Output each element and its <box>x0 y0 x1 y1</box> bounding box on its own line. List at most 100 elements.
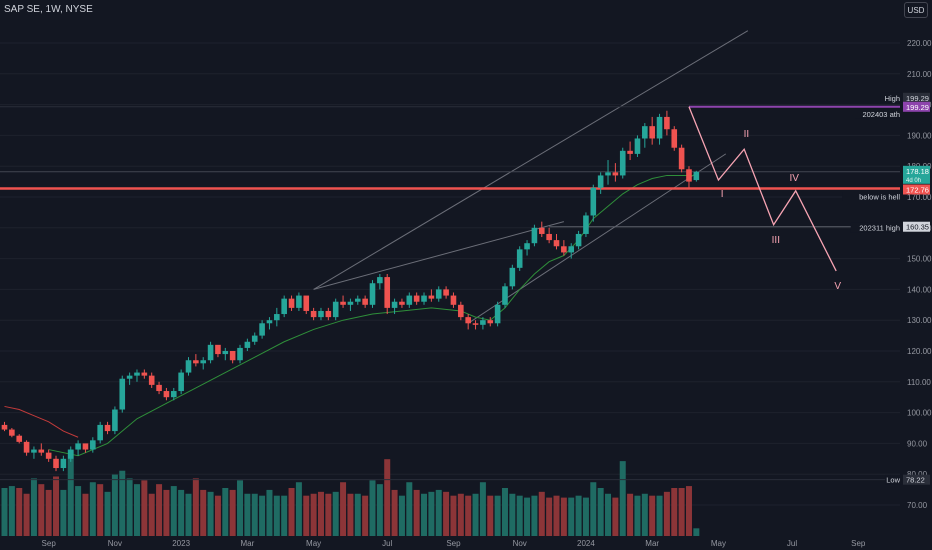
volume-bar <box>133 484 140 536</box>
low-value: 78.22 <box>906 476 925 485</box>
candle-body <box>170 391 177 398</box>
candle-body <box>531 227 538 244</box>
volume-bar <box>457 493 464 536</box>
volume-bar <box>435 489 442 536</box>
level-label-bg <box>850 222 902 233</box>
volume-bar <box>8 486 15 536</box>
volume-bar <box>524 497 531 536</box>
chart-title: SAP SE, 1W, NYSE <box>4 4 93 15</box>
candle-body <box>583 215 589 234</box>
volume-bar <box>332 491 339 536</box>
candle-body <box>538 227 545 234</box>
candle-body <box>413 295 420 302</box>
candle-body <box>156 384 162 392</box>
trend-line-upper <box>313 30 749 290</box>
candle-body <box>112 409 118 432</box>
candle-body <box>82 443 89 450</box>
candle-body <box>472 323 479 325</box>
y-tick-label: 120.00 <box>907 347 932 356</box>
candle-body <box>597 175 604 188</box>
volume-bar <box>170 486 177 536</box>
x-tick-label: Mar <box>240 539 254 548</box>
volume-bar <box>325 493 332 536</box>
candle-body <box>487 320 494 324</box>
volume-bar <box>612 497 619 536</box>
resistance-label-bg <box>842 191 902 202</box>
currency-button[interactable]: USD <box>904 2 928 18</box>
candle-body <box>193 360 199 364</box>
volume-bar <box>391 489 398 536</box>
candle-body <box>575 233 582 247</box>
candle-body <box>251 335 258 342</box>
candle-body <box>310 310 317 318</box>
candle-body <box>281 298 287 315</box>
candle-body <box>634 138 641 154</box>
volume-bar <box>597 488 604 536</box>
candle-body <box>428 295 435 299</box>
candle-body <box>259 323 265 336</box>
candle-body <box>524 243 530 250</box>
x-tick-label: Jul <box>382 539 392 548</box>
volume-bar <box>178 489 185 536</box>
y-tick-label: 170.00 <box>907 193 932 202</box>
candle-body <box>686 169 692 182</box>
ath-label-bg <box>855 108 902 119</box>
x-tick-label: Jul <box>787 539 797 548</box>
candle-body <box>656 116 663 139</box>
volume-bar <box>38 484 45 536</box>
volume-bar <box>384 459 391 536</box>
candle-body <box>642 126 648 139</box>
low-label: Low <box>886 476 900 485</box>
volume-bar <box>538 491 545 536</box>
volume-bar <box>465 495 472 536</box>
low-value-bg <box>903 474 930 485</box>
x-tick-label: May <box>306 539 321 548</box>
volume-bar <box>281 495 288 536</box>
volume-bar <box>60 489 67 536</box>
candle-body <box>664 116 670 130</box>
volume-bar <box>369 480 376 536</box>
x-tick-label: Nov <box>513 539 527 548</box>
volume-bar <box>619 461 626 536</box>
volume-bar <box>443 491 450 536</box>
ath-value-bg <box>903 101 930 112</box>
candle-body <box>671 129 678 148</box>
candle-body <box>443 289 449 296</box>
x-tick-label: Mar <box>645 539 659 548</box>
x-tick-label: Nov <box>108 539 122 548</box>
volume-bar <box>472 493 479 536</box>
volume-bar <box>685 486 692 536</box>
candle-body <box>399 301 405 305</box>
volume-bar <box>317 491 324 536</box>
volume-bar <box>354 493 361 536</box>
volume-bar <box>163 489 170 536</box>
volume-bar <box>406 482 413 536</box>
wave-label: III <box>772 235 780 246</box>
volume-bar <box>413 489 420 536</box>
volume-bar <box>479 482 486 536</box>
volume-bar <box>126 478 133 536</box>
wave-label: IV <box>790 173 800 184</box>
candle-body <box>53 458 59 469</box>
x-tick-label: 2023 <box>172 539 190 548</box>
volume-bar <box>560 497 567 536</box>
volume-bar <box>148 493 155 536</box>
volume-bar <box>251 493 258 536</box>
y-tick-label: 100.00 <box>907 409 932 418</box>
candle-body <box>561 246 567 253</box>
level-value: 160.35 <box>906 223 929 232</box>
candle-body <box>134 372 140 376</box>
volume-bar <box>244 493 251 536</box>
volume-bar <box>303 495 310 536</box>
volume-bar <box>693 528 700 536</box>
y-tick-label: 150.00 <box>907 255 932 264</box>
candle-body <box>450 295 457 305</box>
candle-body <box>465 317 471 324</box>
volume-bar <box>75 486 82 536</box>
candle-body <box>406 295 413 305</box>
candle-body <box>693 171 700 181</box>
candle-body <box>244 341 251 348</box>
candle-body <box>178 372 184 392</box>
candle-body <box>553 240 560 247</box>
